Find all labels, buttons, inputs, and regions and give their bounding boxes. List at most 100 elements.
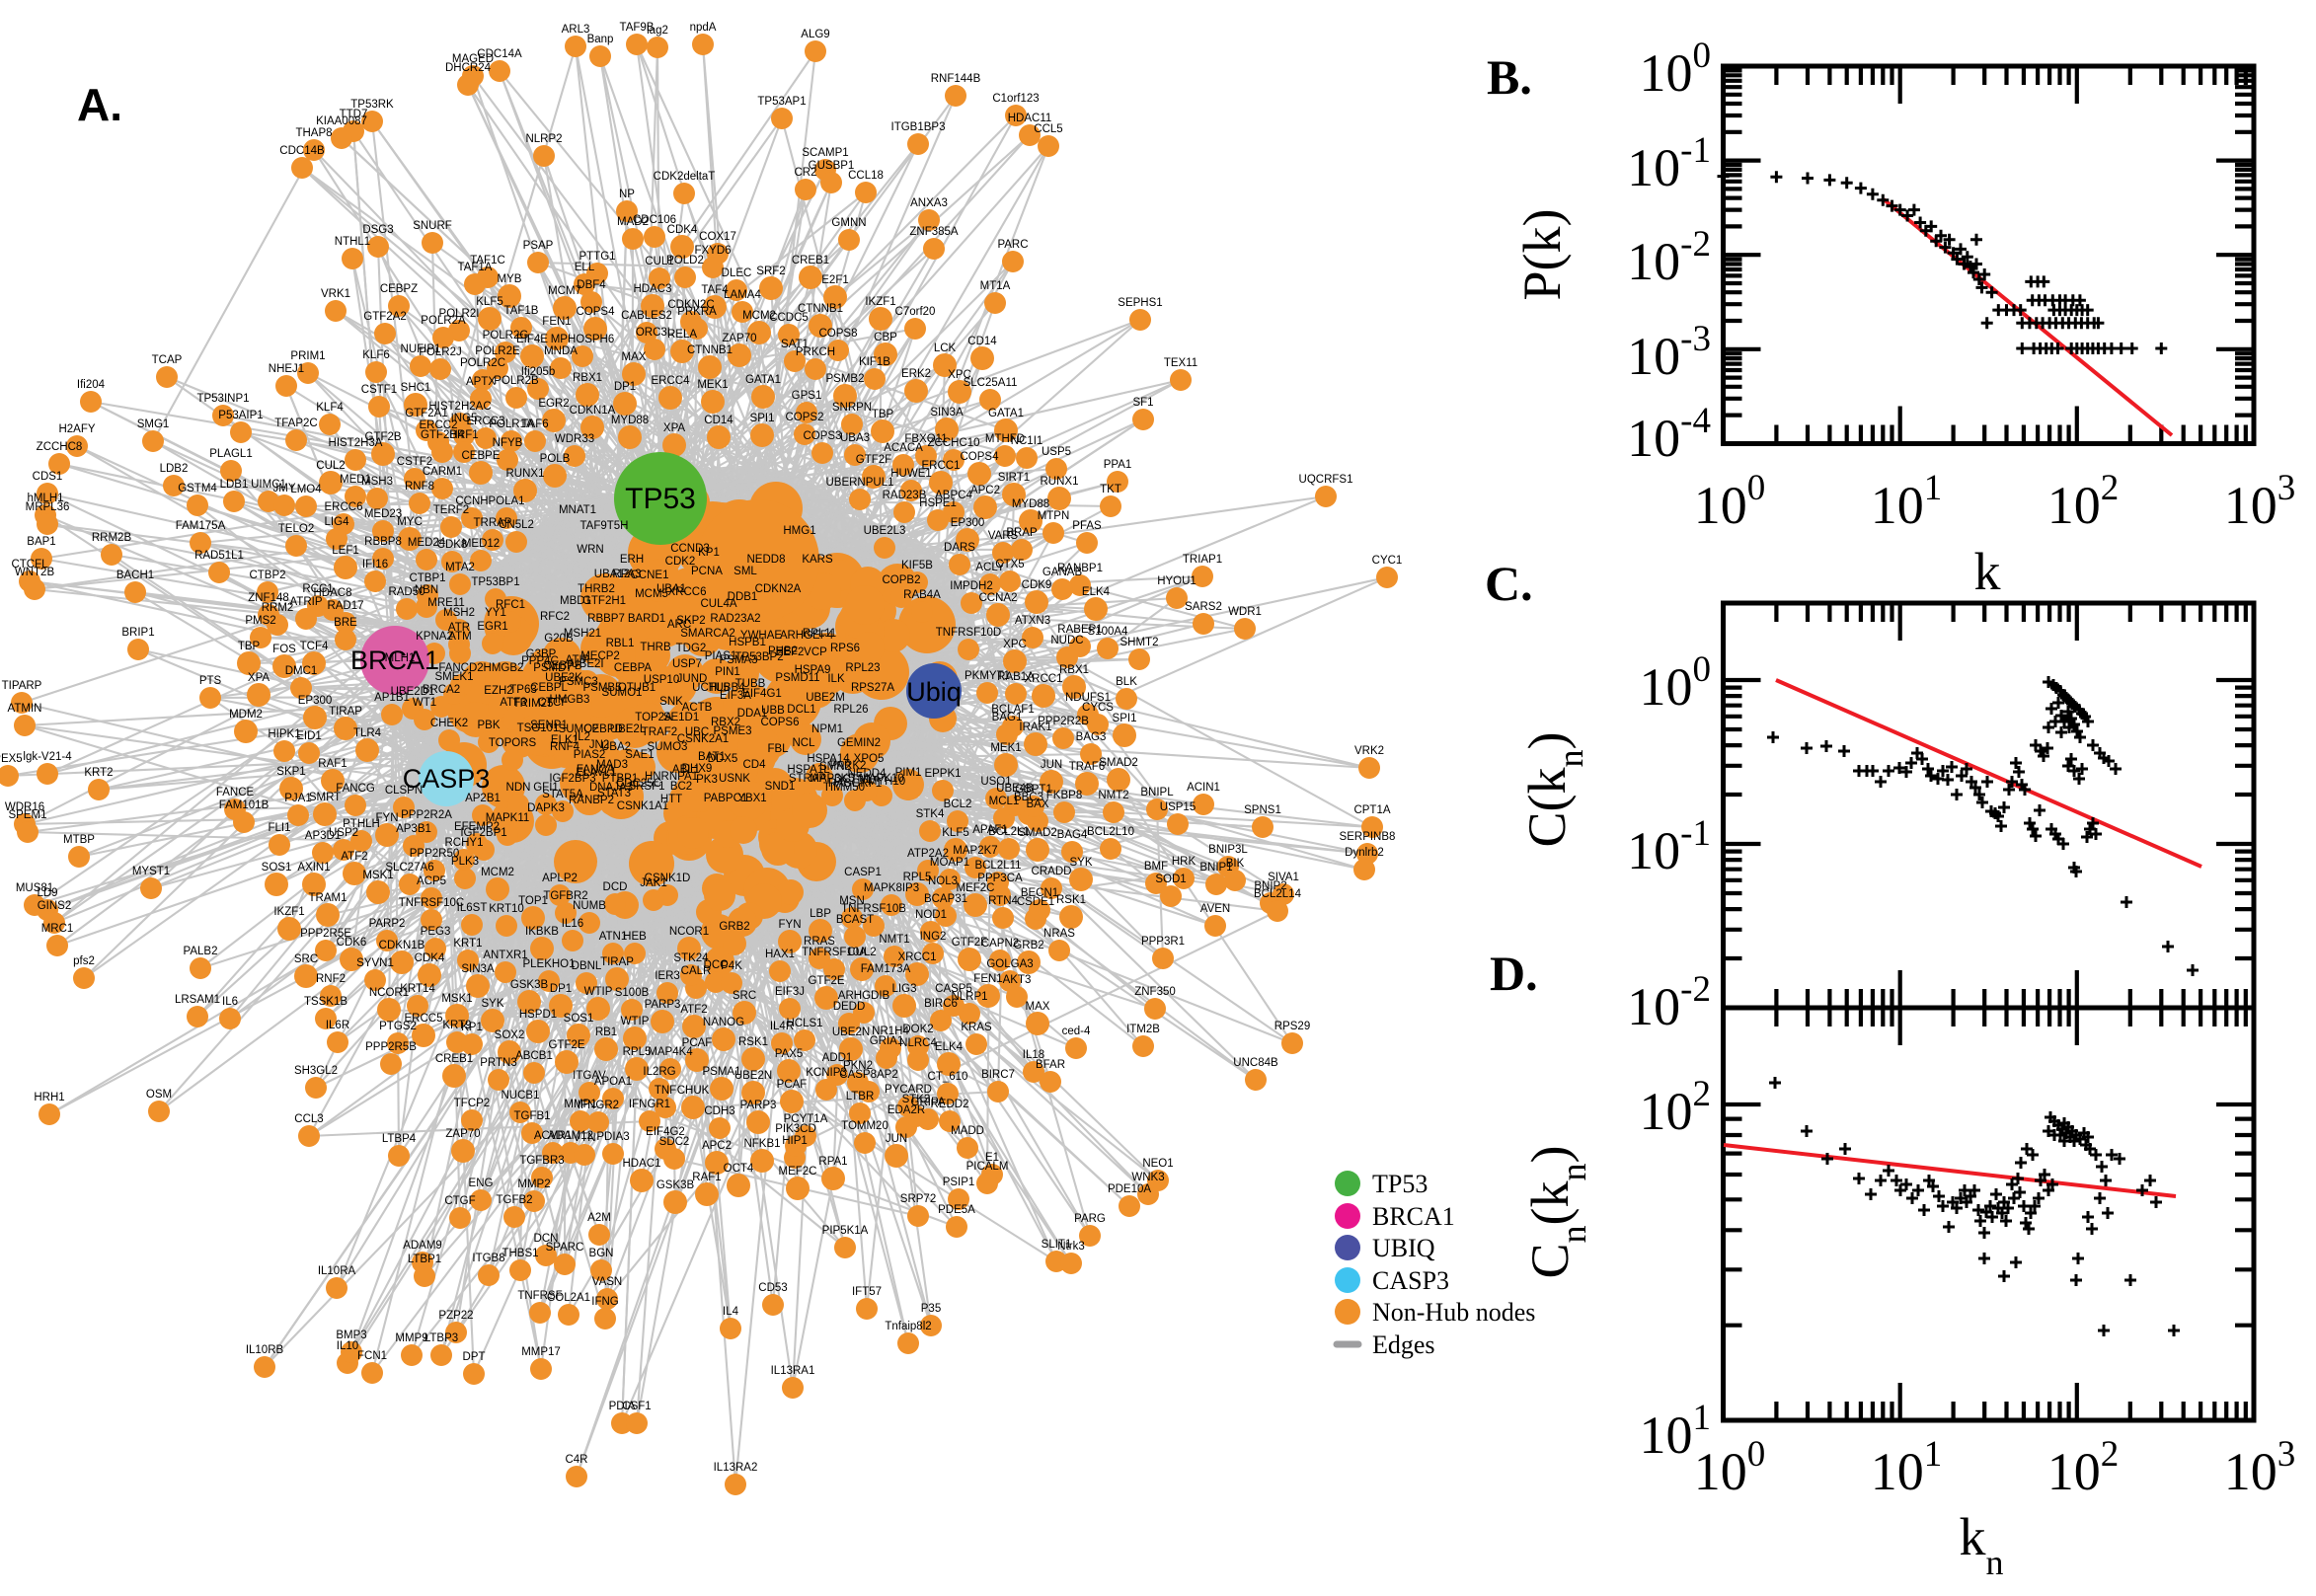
svg-text:IFNG: IFNG xyxy=(591,1296,619,1308)
svg-text:NMT1: NMT1 xyxy=(879,934,909,946)
svg-text:HMG1: HMG1 xyxy=(783,525,815,537)
svg-text:IL6R: IL6R xyxy=(326,1020,349,1031)
svg-text:CUL4A: CUL4A xyxy=(700,598,736,610)
svg-text:TP53: TP53 xyxy=(1372,1170,1428,1198)
svg-text:CEBPA: CEBPA xyxy=(614,662,652,674)
svg-text:TFCP2: TFCP2 xyxy=(454,1098,490,1109)
svg-text:MAP2K7: MAP2K7 xyxy=(953,845,997,857)
svg-text:CCL18: CCL18 xyxy=(848,170,884,182)
svg-text:YY1: YY1 xyxy=(485,607,506,619)
svg-text:VRK1: VRK1 xyxy=(321,288,350,300)
svg-text:KLF5: KLF5 xyxy=(942,827,969,839)
svg-text:NHEJ1: NHEJ1 xyxy=(269,363,304,375)
svg-text:POLR2E: POLR2E xyxy=(475,345,520,357)
svg-text:IL10RA: IL10RA xyxy=(318,1265,356,1277)
svg-text:C.: C. xyxy=(1485,556,1533,611)
svg-text:SYVN1: SYVN1 xyxy=(356,957,394,969)
svg-text:SH3GL2: SH3GL2 xyxy=(294,1065,338,1077)
svg-text:CCL3: CCL3 xyxy=(294,1113,323,1125)
svg-text:CDK2deltaT: CDK2deltaT xyxy=(654,171,716,183)
svg-text:BRE: BRE xyxy=(334,617,357,629)
svg-text:MNDA: MNDA xyxy=(544,345,578,357)
svg-text:Dynlrb2: Dynlrb2 xyxy=(1345,847,1384,859)
svg-text:SMARCA2: SMARCA2 xyxy=(680,628,735,640)
svg-text:BFAR: BFAR xyxy=(1036,1059,1065,1071)
svg-text:COPS3: COPS3 xyxy=(804,430,842,442)
svg-text:TIMM50: TIMM50 xyxy=(823,782,865,794)
svg-text:GEMIN2: GEMIN2 xyxy=(837,737,881,749)
svg-text:RSK1: RSK1 xyxy=(738,1036,768,1048)
svg-text:HYOU1: HYOU1 xyxy=(1157,575,1197,587)
svg-text:MCM5: MCM5 xyxy=(635,588,668,600)
svg-text:PARP3: PARP3 xyxy=(740,1100,777,1111)
svg-text:IKZF1: IKZF1 xyxy=(865,296,895,308)
svg-text:PARC: PARC xyxy=(997,239,1028,251)
svg-text:ENG: ENG xyxy=(469,1178,494,1189)
svg-text:MCM2: MCM2 xyxy=(742,310,776,322)
svg-text:PCAF: PCAF xyxy=(777,1079,808,1091)
svg-text:NUDC: NUDC xyxy=(1050,635,1083,646)
svg-text:USP7: USP7 xyxy=(672,658,702,670)
svg-text:MT1A: MT1A xyxy=(980,280,1011,292)
svg-text:CYC1: CYC1 xyxy=(1372,555,1403,567)
svg-text:APOA1: APOA1 xyxy=(594,1076,632,1088)
svg-text:KLF4: KLF4 xyxy=(316,402,344,414)
svg-text:TCAP: TCAP xyxy=(152,354,183,366)
svg-text:ACIN1: ACIN1 xyxy=(1187,782,1220,794)
svg-text:HMGB3: HMGB3 xyxy=(550,694,590,706)
svg-text:FANCG: FANCG xyxy=(336,783,375,795)
svg-text:NANOG: NANOG xyxy=(703,1017,744,1028)
svg-text:STK3: STK3 xyxy=(902,1094,931,1105)
svg-text:UBIQ: UBIQ xyxy=(1372,1234,1435,1262)
svg-text:HAX1: HAX1 xyxy=(765,949,795,960)
svg-text:COPS4: COPS4 xyxy=(577,306,616,318)
svg-text:PEX5: PEX5 xyxy=(0,753,23,765)
svg-text:SF1: SF1 xyxy=(1132,397,1153,409)
svg-text:SPI1: SPI1 xyxy=(1113,713,1137,724)
svg-text:BRCA1: BRCA1 xyxy=(350,646,439,675)
svg-text:ERCC4: ERCC4 xyxy=(652,375,691,387)
svg-text:SRP72: SRP72 xyxy=(900,1193,936,1205)
svg-text:PK3: PK3 xyxy=(696,774,718,786)
svg-text:KIF1B: KIF1B xyxy=(859,356,890,368)
svg-text:RUNX1: RUNX1 xyxy=(506,468,545,480)
svg-text:MYD88: MYD88 xyxy=(1012,498,1049,510)
svg-text:FAM101B: FAM101B xyxy=(219,799,270,811)
svg-text:UBE2L3: UBE2L3 xyxy=(864,525,906,537)
svg-text:SHC1: SHC1 xyxy=(401,382,431,394)
svg-text:UBE2N: UBE2N xyxy=(832,1026,870,1038)
svg-text:ELK4: ELK4 xyxy=(1082,586,1111,598)
svg-text:TGFB2: TGFB2 xyxy=(496,1194,532,1206)
svg-text:TOMM20: TOMM20 xyxy=(841,1120,888,1132)
svg-text:TGFB1: TGFB1 xyxy=(513,1110,550,1122)
svg-text:RBBP8: RBBP8 xyxy=(364,536,402,548)
svg-text:NCL: NCL xyxy=(792,737,815,749)
svg-text:C1orf123: C1orf123 xyxy=(992,93,1039,105)
svg-text:TP53AP1: TP53AP1 xyxy=(757,96,806,108)
svg-text:DSG3: DSG3 xyxy=(362,224,393,236)
svg-text:HRK: HRK xyxy=(1172,856,1197,868)
svg-text:PPP3R1: PPP3R1 xyxy=(1141,936,1185,948)
svg-text:CDC14B: CDC14B xyxy=(279,145,325,157)
svg-text:SOX2: SOX2 xyxy=(495,1029,525,1041)
svg-text:COPS2: COPS2 xyxy=(786,412,824,423)
svg-text:KIAA0087: KIAA0087 xyxy=(316,115,367,127)
svg-text:ARL3: ARL3 xyxy=(562,24,590,36)
svg-text:COPS8: COPS8 xyxy=(819,328,858,340)
svg-text:EPPK1: EPPK1 xyxy=(924,768,961,780)
svg-text:RAF1: RAF1 xyxy=(318,758,347,770)
svg-text:NCOR1: NCOR1 xyxy=(369,987,409,999)
svg-text:OSM: OSM xyxy=(146,1089,172,1101)
svg-text:G20B: G20B xyxy=(544,633,574,645)
svg-text:TAF1A: TAF1A xyxy=(458,262,493,273)
svg-text:SIN3A: SIN3A xyxy=(930,407,964,418)
svg-text:WDR33: WDR33 xyxy=(555,433,594,445)
svg-text:IRAK1: IRAK1 xyxy=(1019,722,1051,733)
svg-text:KRT1: KRT1 xyxy=(453,938,482,950)
svg-text:ATRIP: ATRIP xyxy=(289,596,322,608)
svg-text:TP53: TP53 xyxy=(625,483,696,515)
svg-text:ERH: ERH xyxy=(620,554,644,566)
svg-text:lag2: lag2 xyxy=(647,25,668,37)
svg-text:VASN: VASN xyxy=(592,1276,622,1288)
svg-text:TRAM1: TRAM1 xyxy=(309,892,347,904)
